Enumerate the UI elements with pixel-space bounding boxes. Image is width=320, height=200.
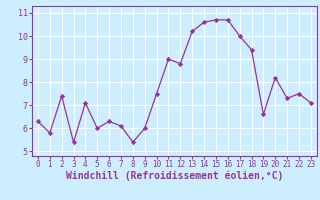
X-axis label: Windchill (Refroidissement éolien,°C): Windchill (Refroidissement éolien,°C) xyxy=(66,171,283,181)
